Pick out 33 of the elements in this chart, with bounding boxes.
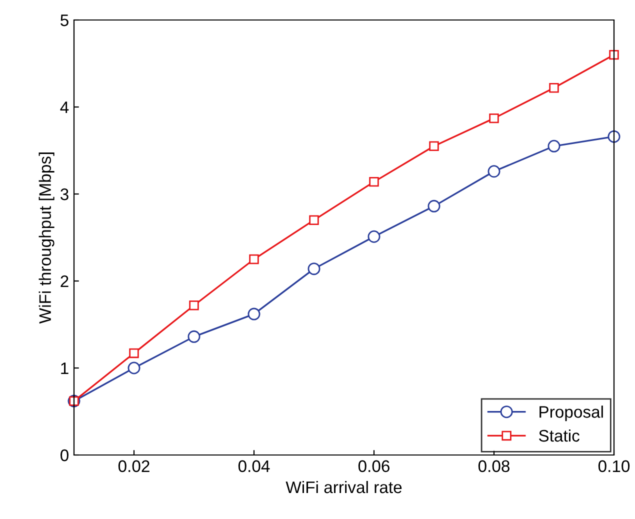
y-tick-label: 4: [60, 102, 69, 114]
y-tick-label: 1: [61, 362, 68, 374]
x-tick-label: 0.10: [598, 460, 630, 472]
point: [188, 330, 200, 343]
point: [309, 215, 319, 225]
x-tick-label: 0.06: [358, 460, 390, 472]
point: [248, 308, 260, 320]
point: [549, 83, 559, 93]
point: [548, 140, 560, 152]
y-tick-label: 5: [60, 14, 68, 26]
y-tick-label: 0: [60, 449, 68, 462]
point: [608, 130, 620, 143]
point: [189, 300, 199, 310]
x-tick-label: 0.04: [238, 460, 270, 472]
point: [368, 230, 380, 243]
point: [429, 141, 439, 152]
legend-label: Proposal: [540, 406, 603, 422]
x-axis-title: WiFi arrival rate: [286, 480, 402, 494]
x-tick-label: 0.02: [118, 460, 150, 472]
x-tick-label: 0.08: [478, 460, 510, 472]
point: [488, 165, 500, 178]
point: [308, 262, 320, 276]
point: [129, 348, 139, 358]
y-axis-title: WiFi throughput [Mbps]: [38, 152, 54, 324]
y-tick-label: 2: [60, 275, 68, 288]
point: [249, 254, 259, 264]
point: [128, 362, 140, 374]
legend-label: Static: [538, 429, 580, 442]
point: [428, 200, 440, 212]
y-tick-label: 3: [60, 188, 68, 200]
point: [489, 113, 499, 124]
point: [369, 176, 379, 187]
point: [609, 50, 619, 60]
